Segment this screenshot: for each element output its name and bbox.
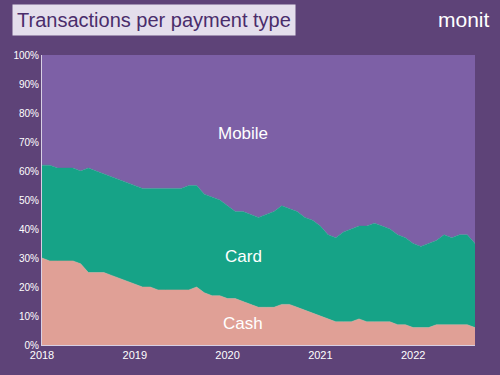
svg-text:60%: 60%: [19, 166, 39, 177]
svg-text:2019: 2019: [123, 349, 147, 361]
svg-text:2020: 2020: [215, 349, 239, 361]
svg-text:20%: 20%: [19, 282, 39, 293]
svg-text:40%: 40%: [19, 224, 39, 235]
svg-text:100%: 100%: [13, 50, 39, 61]
svg-text:50%: 50%: [19, 195, 39, 206]
svg-text:2022: 2022: [401, 349, 425, 361]
svg-text:30%: 30%: [19, 253, 39, 264]
svg-text:10%: 10%: [19, 311, 39, 322]
svg-text:Transactions per payment type: Transactions per payment type: [17, 9, 291, 31]
svg-text:0%: 0%: [25, 340, 40, 351]
svg-text:monit: monit: [438, 8, 490, 31]
svg-text:90%: 90%: [19, 79, 39, 90]
svg-text:80%: 80%: [19, 108, 39, 119]
svg-text:Mobile: Mobile: [218, 124, 268, 143]
svg-text:70%: 70%: [19, 137, 39, 148]
svg-text:Card: Card: [225, 247, 262, 266]
svg-text:Cash: Cash: [223, 314, 263, 333]
svg-text:2018: 2018: [30, 349, 54, 361]
svg-text:2021: 2021: [308, 349, 332, 361]
